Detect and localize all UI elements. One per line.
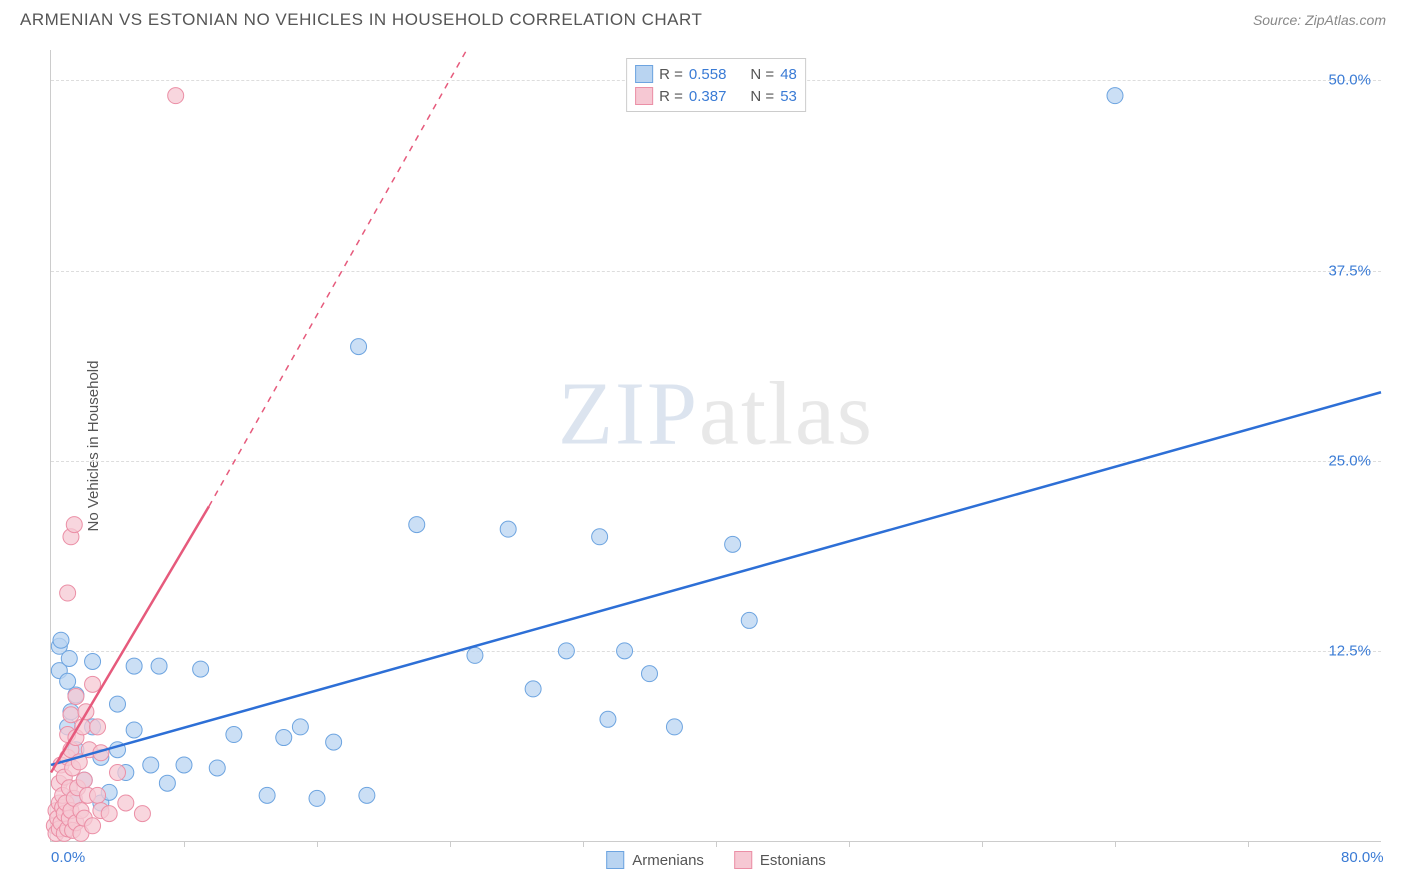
trend-line-extrapolated <box>209 50 467 506</box>
data-point <box>110 696 126 712</box>
data-point <box>292 719 308 735</box>
chart-title: ARMENIAN VS ESTONIAN NO VEHICLES IN HOUS… <box>20 10 702 30</box>
data-point <box>525 681 541 697</box>
n-value-armenians: 48 <box>780 66 797 83</box>
data-point <box>259 787 275 803</box>
swatch-estonians-icon <box>734 851 752 869</box>
data-point <box>85 676 101 692</box>
data-point <box>168 88 184 104</box>
data-point <box>500 521 516 537</box>
data-point <box>600 711 616 727</box>
data-point <box>151 658 167 674</box>
data-point <box>85 818 101 834</box>
r-label: R = <box>659 88 683 105</box>
data-point <box>741 612 757 628</box>
header: ARMENIAN VS ESTONIAN NO VEHICLES IN HOUS… <box>0 0 1406 38</box>
data-point <box>558 643 574 659</box>
data-point <box>276 730 292 746</box>
data-point <box>53 632 69 648</box>
r-value-estonians: 0.387 <box>689 88 727 105</box>
data-point <box>351 339 367 355</box>
data-point <box>90 719 106 735</box>
data-point <box>326 734 342 750</box>
scatter-svg <box>51 50 1381 841</box>
data-point <box>467 647 483 663</box>
legend-item-armenians: Armenians <box>606 851 704 869</box>
data-point <box>66 517 82 533</box>
data-point <box>126 658 142 674</box>
data-point <box>1107 88 1123 104</box>
data-point <box>143 757 159 773</box>
x-tick-label: 80.0% <box>1341 849 1384 866</box>
data-point <box>409 517 425 533</box>
data-point <box>60 673 76 689</box>
data-point <box>359 787 375 803</box>
data-point <box>642 666 658 682</box>
data-point <box>617 643 633 659</box>
chart-plot-area: ZIPatlas 12.5%25.0%37.5%50.0% R = 0.558 … <box>50 50 1381 842</box>
data-point <box>61 650 77 666</box>
correlation-legend: R = 0.558 N = 48 R = 0.387 N = 53 <box>626 58 806 112</box>
swatch-estonians <box>635 87 653 105</box>
data-point <box>666 719 682 735</box>
data-point <box>63 707 79 723</box>
n-value-estonians: 53 <box>780 88 797 105</box>
n-label: N = <box>750 66 774 83</box>
legend-item-estonians: Estonians <box>734 851 826 869</box>
data-point <box>226 727 242 743</box>
r-value-armenians: 0.558 <box>689 66 727 83</box>
legend-label-armenians: Armenians <box>632 852 704 869</box>
n-label: N = <box>750 88 774 105</box>
trend-line <box>51 392 1381 765</box>
data-point <box>85 654 101 670</box>
swatch-armenians <box>635 65 653 83</box>
series-legend: Armenians Estonians <box>606 851 826 869</box>
source-attribution: Source: ZipAtlas.com <box>1253 12 1386 28</box>
data-point <box>592 529 608 545</box>
data-point <box>68 688 84 704</box>
data-point <box>193 661 209 677</box>
data-point <box>176 757 192 773</box>
data-point <box>76 772 92 788</box>
data-point <box>90 787 106 803</box>
correlation-row-estonians: R = 0.387 N = 53 <box>635 85 797 107</box>
data-point <box>209 760 225 776</box>
data-point <box>118 795 134 811</box>
legend-label-estonians: Estonians <box>760 852 826 869</box>
data-point <box>134 806 150 822</box>
data-point <box>309 790 325 806</box>
x-tick-label: 0.0% <box>51 849 85 866</box>
data-point <box>60 585 76 601</box>
data-point <box>101 806 117 822</box>
data-point <box>725 536 741 552</box>
correlation-row-armenians: R = 0.558 N = 48 <box>635 63 797 85</box>
data-point <box>110 765 126 781</box>
data-point <box>159 775 175 791</box>
r-label: R = <box>659 66 683 83</box>
data-point <box>126 722 142 738</box>
swatch-armenians-icon <box>606 851 624 869</box>
